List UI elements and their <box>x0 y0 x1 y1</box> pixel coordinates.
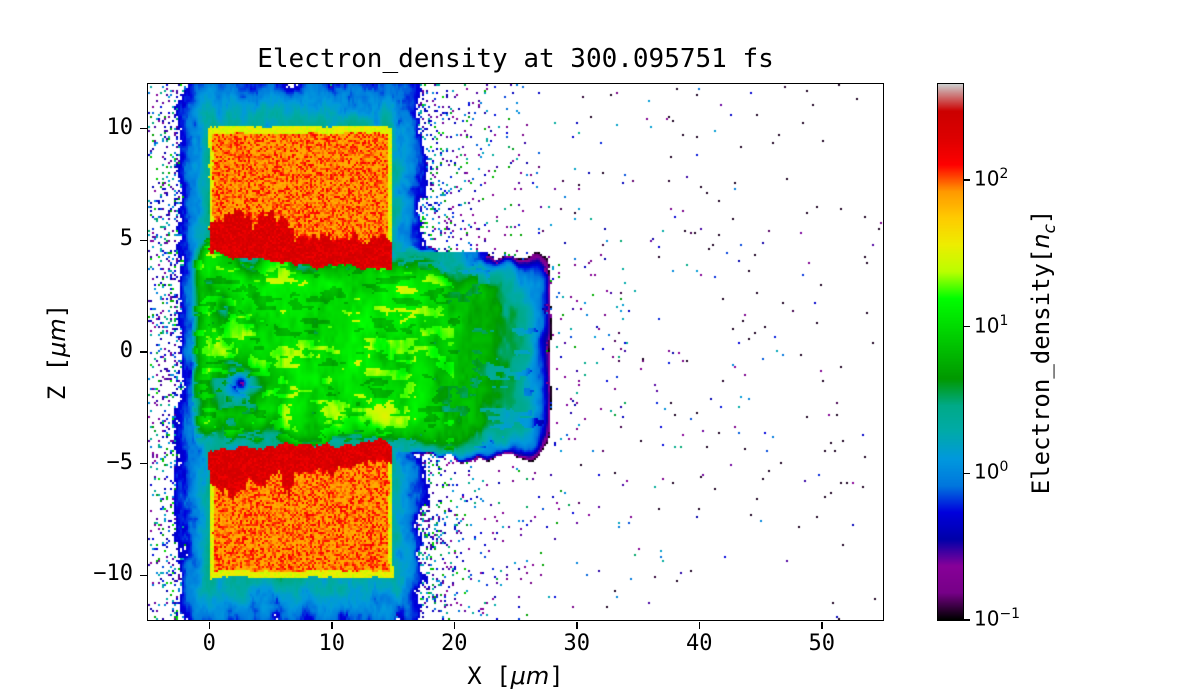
x-axis-label: X [μm] <box>148 662 883 690</box>
colorbar-tick-exponent: −1 <box>999 606 1021 622</box>
colorbar-tick-base: 10 <box>974 606 1000 631</box>
y-tick-mark <box>140 239 147 242</box>
x-tick-label: 10 <box>318 631 346 656</box>
y-label-close: ] <box>43 303 71 319</box>
colorbar-tick-label: 100 <box>974 459 1008 487</box>
colorbar-gradient <box>938 84 963 620</box>
colorbar-label-math: n <box>1027 233 1056 249</box>
colorbar-tick-mark <box>964 179 970 181</box>
x-tick-mark <box>208 622 210 629</box>
colorbar-tick-mark <box>964 325 970 328</box>
colorbar-tick-mark <box>964 619 970 621</box>
chart-title: Electron_density at 300.095751 fs <box>257 44 774 74</box>
x-tick-mark <box>331 622 333 629</box>
x-tick-mark <box>453 622 455 629</box>
x-tick-mark <box>576 622 578 629</box>
plot-area-border <box>147 83 884 621</box>
colorbar-tick-label: 10−1 <box>974 606 1020 634</box>
y-tick-mark <box>140 351 147 353</box>
colorbar-tick-exponent: 1 <box>999 312 1009 329</box>
colorbar-tick-mark <box>964 472 970 475</box>
colorbar-tick-label: 102 <box>974 166 1008 194</box>
colorbar-border <box>937 83 964 621</box>
heatmap-canvas <box>148 84 883 620</box>
colorbar-tick-exponent: 0 <box>999 459 1009 476</box>
colorbar-label: Electron_density[nc] <box>1027 210 1059 495</box>
y-tick-mark <box>140 574 147 577</box>
colorbar-tick-base: 10 <box>974 459 1000 484</box>
y-tick-mark <box>140 127 147 130</box>
y-tick-label: −5 <box>106 449 134 475</box>
y-tick-label: −10 <box>93 561 133 587</box>
x-tick-label: 20 <box>441 631 468 656</box>
x-tick-label: 50 <box>808 631 836 656</box>
y-label-text: Z [ <box>43 356 71 401</box>
y-tick-mark <box>140 462 147 465</box>
y-tick-label: 0 <box>119 338 133 363</box>
colorbar-label-text: Electron_density[ <box>1027 248 1056 495</box>
x-tick-mark <box>821 622 823 629</box>
colorbar-tick-base: 10 <box>974 166 1000 191</box>
colorbar-tick-label: 101 <box>974 313 1008 341</box>
x-label-math: μm <box>510 662 550 690</box>
colorbar-label-close: ] <box>1027 209 1056 225</box>
x-label-text: X [ <box>467 662 511 690</box>
colorbar-tick-base: 10 <box>974 313 1000 338</box>
x-tick-label: 0 <box>202 631 216 656</box>
x-label-close: ] <box>549 662 564 690</box>
x-tick-label: 40 <box>686 631 713 656</box>
colorbar-tick-exponent: 2 <box>999 165 1009 182</box>
y-tick-label: 5 <box>119 226 133 252</box>
x-tick-label: 30 <box>563 631 591 656</box>
x-tick-mark <box>698 622 700 629</box>
colorbar-label-sub: c <box>1038 224 1059 234</box>
y-tick-label: 10 <box>106 114 134 140</box>
